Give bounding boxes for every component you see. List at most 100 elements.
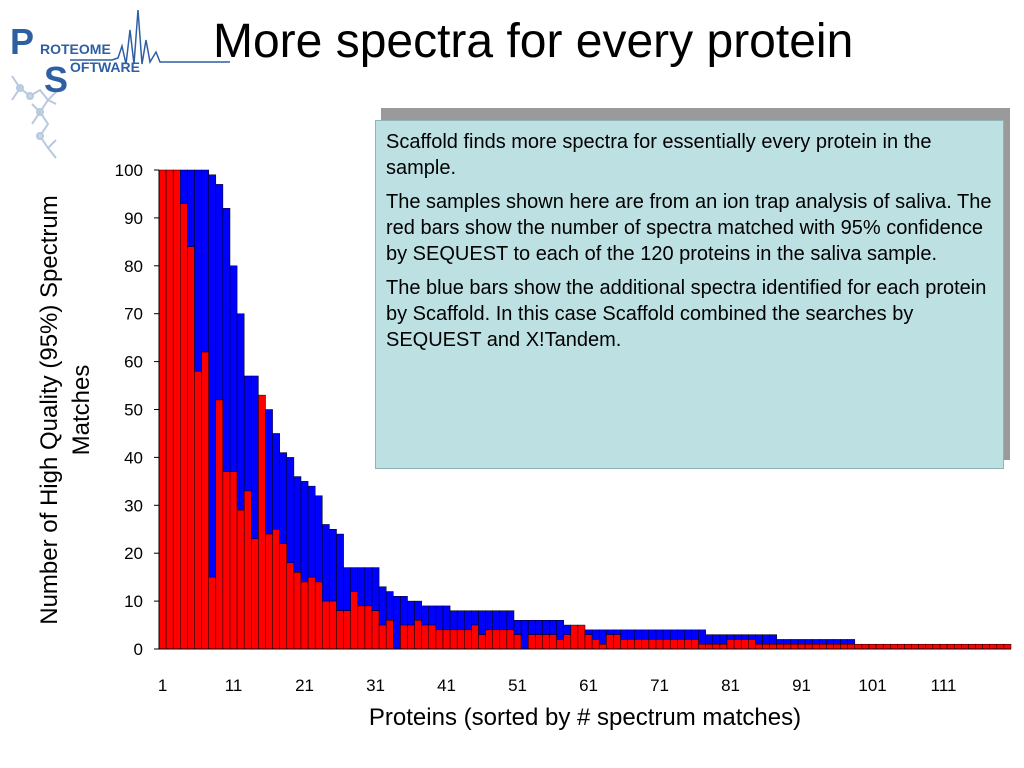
- bar-sequest-31: [371, 610, 380, 650]
- bar-scaffold-22: [307, 485, 316, 578]
- bar-scaffold-84: [748, 634, 756, 640]
- bar-sequest-54: [535, 634, 543, 650]
- x-tick-label-51: 51: [508, 676, 527, 695]
- bar-sequest-104: [890, 643, 898, 650]
- x-tick-label-21: 21: [295, 676, 314, 695]
- bar-scaffold-92: [804, 639, 813, 645]
- bar-sequest-117: [982, 643, 990, 650]
- bar-sequest-82: [733, 639, 742, 650]
- bar-sequest-102: [875, 643, 884, 650]
- bar-scaffold-40: [435, 605, 444, 631]
- bar-scaffold-7: [201, 169, 209, 353]
- callout-paragraph-3: The blue bars show the additional spectr…: [386, 277, 987, 351]
- bar-scaffold-83: [740, 634, 749, 640]
- y-axis-title: Number of High Quality (95%) Spectrum Ma…: [36, 195, 95, 625]
- bar-sequest-13: [243, 490, 252, 650]
- bar-scaffold-18: [279, 452, 288, 544]
- bar-scaffold-34: [393, 596, 401, 650]
- molecule-graphic: [11, 75, 57, 159]
- bar-sequest-92: [804, 643, 813, 650]
- bar-sequest-29: [357, 605, 366, 650]
- bar-scaffold-45: [471, 610, 479, 626]
- bar-scaffold-10: [222, 208, 231, 473]
- bar-sequest-39: [428, 624, 437, 650]
- bar-sequest-19: [286, 562, 295, 650]
- bar-sequest-95: [826, 643, 834, 650]
- slide-title: More spectra for every protein: [213, 15, 854, 68]
- bar-scaffold-52: [520, 620, 529, 650]
- bar-sequest-98: [847, 643, 856, 650]
- y-tick-label-100: 100: [115, 161, 143, 180]
- y-tick-label-90: 90: [124, 209, 143, 228]
- bar-sequest-68: [634, 639, 643, 650]
- bar-sequest-89: [783, 643, 792, 650]
- bar-sequest-33: [385, 620, 394, 650]
- bar-sequest-18: [279, 543, 288, 650]
- x-tick-label-11: 11: [225, 676, 243, 695]
- bar-scaffold-49: [499, 610, 508, 631]
- bar-scaffold-81: [726, 634, 735, 640]
- bar-scaffold-17: [272, 433, 280, 530]
- y-tick-label-10: 10: [124, 592, 143, 611]
- bar-scaffold-36: [407, 600, 415, 626]
- bar-sequest-36: [407, 624, 415, 650]
- proteome-software-logo: P ROTEOME S OFTWARE: [10, 9, 230, 159]
- bar-scaffold-20: [293, 476, 302, 573]
- bar-scaffold-93: [811, 639, 820, 645]
- x-tick-label-101: 101: [858, 676, 886, 695]
- bar-sequest-107: [911, 643, 919, 650]
- bar-sequest-116: [975, 643, 983, 650]
- bar-sequest-4: [180, 203, 188, 650]
- bar-sequest-8: [208, 576, 217, 650]
- bar-scaffold-58: [563, 624, 572, 635]
- bar-scaffold-19: [286, 457, 295, 564]
- bar-sequest-59: [570, 624, 579, 650]
- bar-sequest-55: [542, 634, 550, 650]
- bar-scaffold-4: [180, 169, 188, 204]
- bar-sequest-119: [996, 643, 1005, 650]
- bar-sequest-93: [811, 643, 820, 650]
- y-tick-label-0: 0: [134, 640, 143, 659]
- bar-sequest-88: [776, 643, 785, 650]
- bar-sequest-49: [499, 629, 508, 650]
- bar-sequest-112: [946, 643, 955, 650]
- y-tick-label-70: 70: [124, 305, 143, 324]
- bar-sequest-78: [705, 643, 714, 650]
- bar-sequest-46: [478, 634, 486, 650]
- bar-sequest-110: [932, 643, 941, 650]
- x-tick-label-91: 91: [792, 676, 811, 695]
- bar-sequest-85: [755, 643, 763, 650]
- bar-sequest-72: [662, 639, 671, 650]
- bar-sequest-66: [620, 639, 628, 650]
- bar-scaffold-39: [428, 605, 437, 626]
- bar-sequest-57: [556, 639, 564, 650]
- bar-scaffold-96: [833, 639, 841, 645]
- y-tick-label-40: 40: [124, 448, 143, 467]
- bar-sequest-10: [222, 471, 231, 650]
- bar-scaffold-12: [236, 313, 245, 511]
- bar-sequest-58: [563, 634, 572, 650]
- bar-sequest-84: [748, 639, 756, 650]
- bar-sequest-7: [201, 351, 209, 650]
- bar-scaffold-43: [456, 610, 465, 631]
- bar-scaffold-72: [662, 629, 671, 640]
- bar-sequest-73: [669, 639, 678, 650]
- bar-sequest-11: [229, 471, 238, 650]
- bar-sequest-15: [258, 394, 266, 650]
- x-tick-label-81: 81: [721, 676, 740, 695]
- bar-sequest-70: [648, 639, 657, 650]
- bar-scaffold-14: [251, 375, 259, 540]
- bar-scaffold-57: [556, 620, 564, 640]
- bar-sequest-45: [471, 624, 479, 650]
- bar-sequest-50: [506, 629, 515, 650]
- bar-sequest-5: [187, 246, 195, 650]
- bar-sequest-120: [1003, 643, 1012, 650]
- bar-sequest-115: [968, 643, 976, 650]
- bar-sequest-51: [513, 634, 522, 650]
- bar-scaffold-97: [840, 639, 848, 645]
- bar-scaffold-5: [187, 169, 195, 247]
- y-tick-label-50: 50: [124, 401, 143, 420]
- bar-sequest-105: [897, 643, 905, 650]
- x-tick-label-41: 41: [437, 676, 456, 695]
